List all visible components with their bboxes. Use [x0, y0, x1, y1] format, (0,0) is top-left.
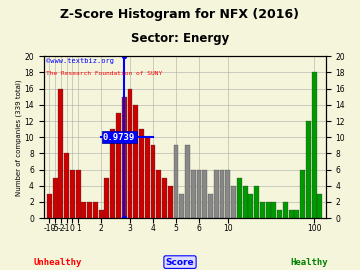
Bar [122, 97, 127, 218]
Bar [162, 178, 167, 218]
Bar [174, 145, 179, 218]
Bar [248, 194, 253, 218]
Bar [150, 145, 156, 218]
Bar [93, 202, 98, 218]
Bar [110, 129, 115, 218]
Bar [58, 89, 63, 218]
Bar [312, 72, 316, 218]
Bar [231, 186, 236, 218]
Text: Sector: Energy: Sector: Energy [131, 32, 229, 45]
Bar [127, 89, 132, 218]
Bar [260, 202, 265, 218]
Bar [133, 105, 138, 218]
Bar [294, 210, 299, 218]
Bar [237, 178, 242, 218]
Y-axis label: Number of companies (339 total): Number of companies (339 total) [15, 79, 22, 195]
Bar [81, 202, 86, 218]
Bar [185, 145, 190, 218]
Bar [214, 170, 219, 218]
Bar [47, 194, 52, 218]
Bar [168, 186, 173, 218]
Bar [271, 202, 276, 218]
Bar [208, 194, 213, 218]
Bar [243, 186, 248, 218]
Bar [116, 113, 121, 218]
Bar [197, 170, 202, 218]
Bar [179, 194, 184, 218]
Text: Unhealthy: Unhealthy [33, 258, 82, 266]
Text: Score: Score [166, 258, 194, 266]
Bar [87, 202, 92, 218]
Bar [289, 210, 293, 218]
Bar [76, 170, 81, 218]
Bar [156, 170, 161, 218]
Bar [202, 170, 207, 218]
Bar [53, 178, 58, 218]
Bar [70, 170, 75, 218]
Text: Healthy: Healthy [291, 258, 328, 266]
Bar [191, 170, 196, 218]
Bar [300, 170, 305, 218]
Bar [266, 202, 271, 218]
Bar [306, 121, 311, 218]
Bar [318, 194, 322, 218]
Bar [99, 210, 104, 218]
Bar [139, 129, 144, 218]
Bar [254, 186, 259, 218]
Bar [225, 170, 230, 218]
Text: The Research Foundation of SUNY: The Research Foundation of SUNY [46, 71, 163, 76]
Bar [104, 178, 109, 218]
Text: 0.9739: 0.9739 [103, 133, 135, 142]
Bar [283, 202, 288, 218]
Bar [64, 153, 69, 218]
Bar [277, 210, 282, 218]
Bar [145, 137, 150, 218]
Bar [220, 170, 225, 218]
Text: Z-Score Histogram for NFX (2016): Z-Score Histogram for NFX (2016) [60, 8, 300, 21]
Text: ©www.textbiz.org: ©www.textbiz.org [46, 58, 114, 64]
